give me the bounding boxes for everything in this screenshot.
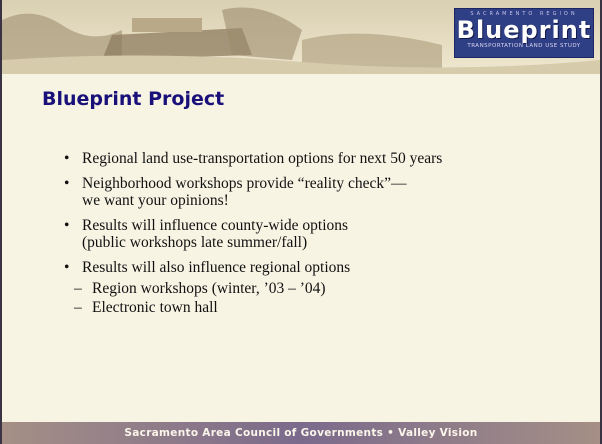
sub-bullet: Region workshops (winter, ’03 – ’04): [74, 279, 442, 298]
bullet: Results will influence county-wide optio…: [64, 217, 442, 251]
sub-list: Region workshops (winter, ’03 – ’04)Elec…: [74, 279, 442, 317]
bullet: Regional land use-transportation options…: [64, 150, 442, 167]
bullet-line: (public workshops late summer/fall): [82, 234, 442, 251]
logo: SACRAMENTO REGION Blueprint TRANSPORTATI…: [454, 8, 594, 58]
sub-bullet: Electronic town hall: [74, 298, 442, 317]
bullet: Neighborhood workshops provide “reality …: [64, 175, 442, 209]
logo-tagline: TRANSPORTATION LAND USE STUDY: [455, 43, 593, 49]
bullet-line: Regional land use-transportation options…: [82, 150, 442, 167]
bullet: Results will also influence regional opt…: [64, 259, 442, 317]
bullet-line: Neighborhood workshops provide “reality …: [82, 175, 442, 192]
bullet-line: Results will also influence regional opt…: [82, 259, 442, 276]
bullet-line: Results will influence county-wide optio…: [82, 217, 442, 234]
bullet-list: Regional land use-transportation options…: [64, 150, 442, 325]
footer: Sacramento Area Council of Governments •…: [2, 422, 600, 444]
bullet-line: we want your opinions!: [82, 192, 442, 209]
slide-title: Blueprint Project: [42, 88, 224, 110]
slide: SACRAMENTO REGION Blueprint TRANSPORTATI…: [0, 0, 602, 444]
logo-name: Blueprint: [455, 17, 593, 43]
